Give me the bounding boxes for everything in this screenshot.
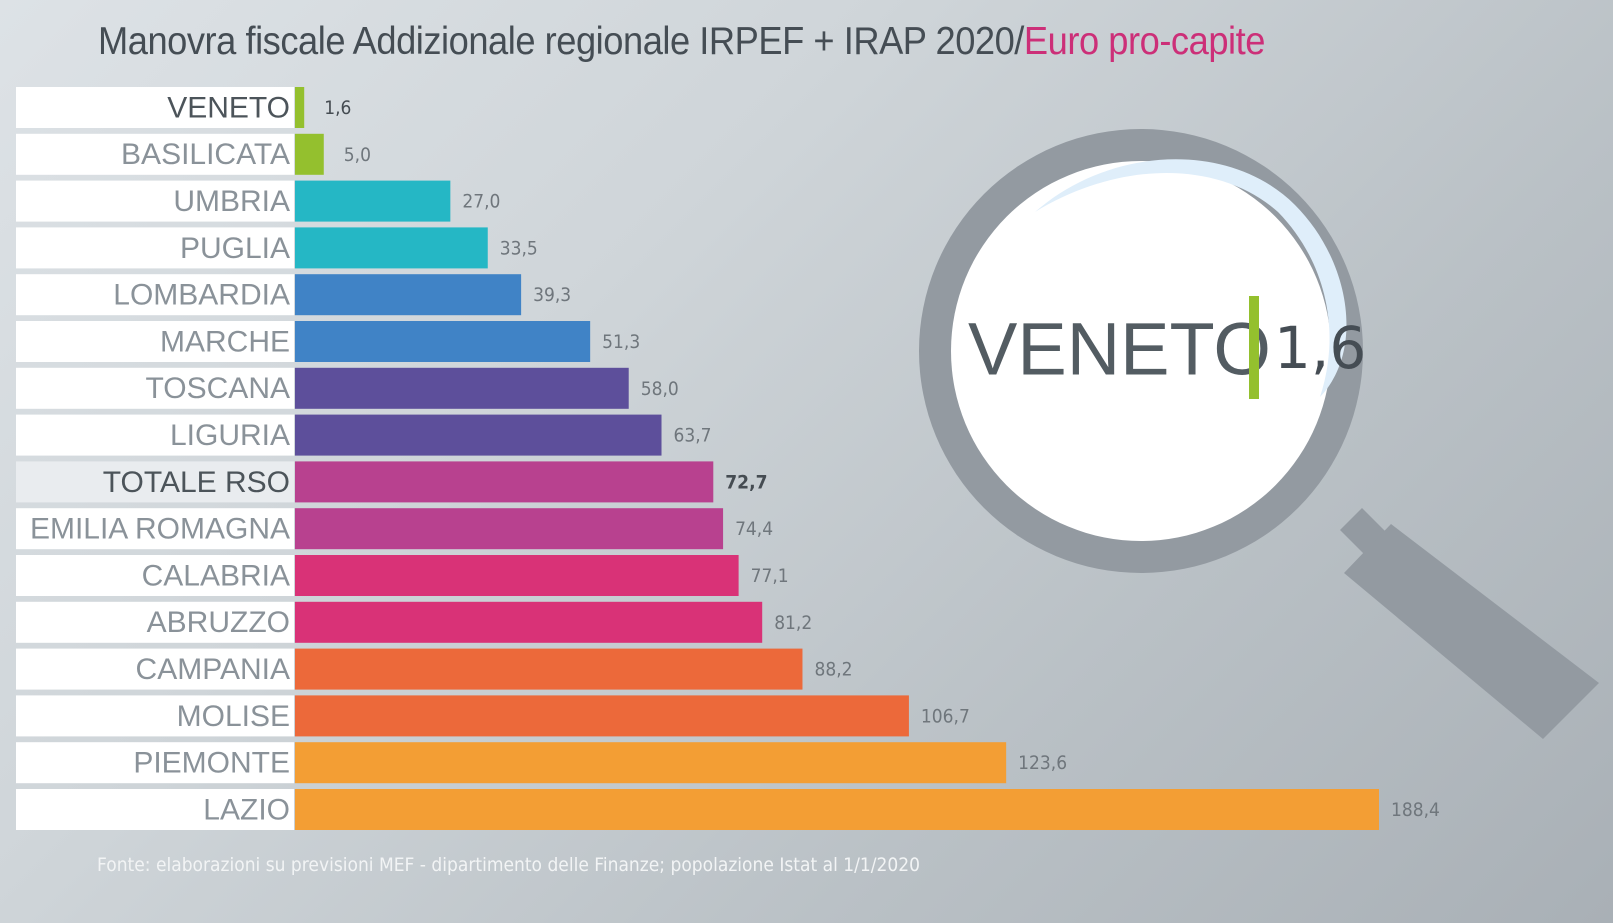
category-label: TOSCANA	[146, 372, 290, 405]
title-main: Manovra fiscale Addizionale regionale IR…	[98, 20, 1024, 63]
callout-region: VENETO	[968, 308, 1271, 391]
bar	[295, 133, 324, 175]
bar	[295, 274, 522, 316]
category-label-box	[16, 695, 294, 737]
category-label: CALABRIA	[142, 559, 290, 592]
category-label-box	[16, 601, 294, 643]
bar	[295, 414, 662, 456]
category-label-box	[16, 648, 294, 690]
bar	[295, 601, 763, 643]
bar	[295, 87, 305, 128]
category-label-box	[16, 555, 294, 596]
value-label: 188,4	[1391, 799, 1440, 821]
category-label: LIGURIA	[170, 419, 290, 452]
bar	[295, 180, 451, 222]
category-label: EMILIA ROMAGNA	[30, 513, 290, 546]
value-label: 72,7	[725, 471, 767, 493]
category-label-box	[16, 367, 294, 409]
category-label: UMBRIA	[173, 185, 290, 218]
category-label-box	[16, 508, 294, 550]
category-label-box	[16, 461, 294, 503]
category-label: LAZIO	[203, 793, 290, 826]
category-label: CAMPANIA	[136, 653, 290, 686]
value-label: 77,1	[751, 565, 789, 587]
category-label-box	[16, 742, 294, 784]
category-label: ABRUZZO	[147, 606, 290, 639]
category-label-box	[16, 414, 294, 456]
category-label-box	[16, 227, 294, 269]
chart-title: Manovra fiscale Addizionale regionale IR…	[98, 14, 1265, 70]
category-label: PUGLIA	[180, 232, 290, 265]
category-label: BASILICATA	[121, 138, 290, 171]
value-label: 39,3	[533, 284, 571, 306]
category-label: TOTALE RSO	[103, 466, 290, 499]
bar	[295, 789, 1379, 830]
value-label: 106,7	[921, 705, 970, 727]
callout-value: 1,6	[1274, 314, 1366, 382]
value-label: 88,2	[814, 659, 852, 681]
value-label: 5,0	[344, 144, 371, 166]
bar	[295, 227, 488, 269]
category-label: MARCHE	[160, 325, 290, 358]
category-label-box	[16, 180, 294, 222]
value-label: 33,5	[500, 237, 538, 259]
bar	[295, 508, 724, 550]
category-label: MOLISE	[177, 700, 290, 733]
magnifier-lens	[951, 161, 1331, 541]
category-label: PIEMONTE	[133, 747, 290, 780]
bar	[295, 648, 803, 690]
value-label: 1,6	[324, 97, 351, 119]
bar	[295, 461, 714, 503]
bar	[295, 742, 1007, 784]
value-label: 27,0	[462, 191, 500, 213]
category-label-box	[16, 87, 294, 128]
value-label: 74,4	[735, 518, 773, 540]
source-note: Fonte: elaborazioni su previsioni MEF - …	[97, 854, 921, 876]
value-label: 63,7	[674, 425, 712, 447]
value-label: 51,3	[602, 331, 640, 353]
bar	[295, 695, 909, 737]
bar	[295, 555, 739, 596]
title-accent: Euro pro-capite	[1023, 20, 1265, 63]
magnifier-icon: VENETO 1,6	[919, 129, 1599, 739]
category-label-box	[16, 321, 294, 362]
category-label-box	[16, 789, 294, 830]
value-label: 58,0	[641, 378, 679, 400]
category-label: VENETO	[167, 91, 290, 124]
category-label-box	[16, 133, 294, 175]
value-label: 81,2	[774, 612, 812, 634]
bar	[295, 367, 629, 409]
category-label-box	[16, 274, 294, 316]
bar	[295, 321, 591, 362]
value-label: 123,6	[1018, 752, 1067, 774]
callout-divider	[1249, 296, 1259, 399]
magnifier-handle	[1344, 524, 1599, 739]
category-label: LOMBARDIA	[113, 279, 290, 312]
